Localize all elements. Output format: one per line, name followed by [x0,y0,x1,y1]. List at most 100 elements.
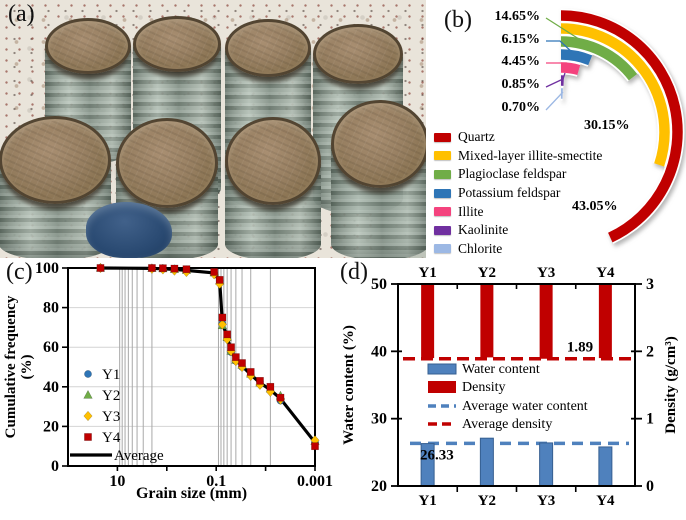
leader-line-kaolinite [545,72,566,88]
legend-label: Potassium feldspar [458,185,561,201]
data-point-y4 [159,264,167,273]
data-point-y4 [170,264,179,273]
y-tick-label: 80 [43,300,59,317]
soil-top-surface [116,118,218,208]
legend-label: Kaolinite [458,222,509,238]
legend-label: Plagioclase feldspar [458,166,567,182]
legend-swatch [434,244,451,254]
left-tick-label: 40 [371,343,387,360]
soil-top-surface [331,100,426,188]
plot-border [67,267,316,467]
average-water-content-value: 26.33 [420,447,454,463]
y-tick-label: 0 [51,458,59,475]
top-category-label-y2: Y2 [478,265,496,281]
data-point-y4 [223,330,232,339]
data-point-y4 [148,264,156,272]
panel-c-grain-size-chart: (c) 10 0.1 0.001 0 20 40 60 80 100 Y1 Y2 Y3 Y4 Averag… [0,258,340,520]
x-tick-label: 0.001 [297,473,333,490]
x-tick-label: 0.1 [206,473,226,490]
legend-swatch-density [428,381,456,393]
y-tick-label: 20 [43,418,59,435]
bar-water-content-y3 [539,442,554,487]
legend-item-chlorite: Chlorite [434,240,602,259]
legend-label-density: Density [462,380,506,395]
data-point-y4 [218,313,227,322]
right-tick-label: 2 [646,343,654,360]
top-category-label-y3: Y3 [537,265,555,281]
legend-swatch [434,207,451,217]
left-axis-title-text: Water content (%) [341,325,357,445]
legend-label: Chlorite [458,240,503,256]
soil-sample-cylinder [45,18,131,164]
value-label-mixed-layer-illite-smectite: 30.15% [584,118,630,133]
y-axis-title-text: Cumulative frequency(%) [3,295,35,438]
arc-potassium-feldspar [560,49,593,66]
data-point-y4 [232,353,240,361]
y-tick-label: 40 [43,379,59,396]
x-tick-label: 10 [109,473,125,490]
data-point-y4 [238,359,246,367]
legend-marker-y2 [83,389,93,399]
legend-item-kaolinite: Kaolinite [434,221,602,240]
value-label-quartz: 43.05% [572,199,618,214]
data-point-y4 [210,268,219,276]
soil-sample-cylinder [225,117,321,258]
right-tick-label: 1 [646,411,654,428]
panel-b-mineral-composition-chart: (b) 14.65% 6.15% 4.45% 0.85% 0.70% 30.15% 43.0… [426,0,686,258]
arc-mixed-layer-illite-smectite [560,23,670,167]
grain-size-distribution-chart: 10 0.1 0.001 0 20 40 60 80 100 Y1 Y2 Y3 Y4 Average Gra… [3,260,333,502]
soil-top-surface [313,24,403,84]
value-label-illite: 4.45% [501,54,541,69]
data-point-y4 [96,264,105,272]
water-content-density-chart: Y1 Y1 Y2 Y2 Y3 Y3 Y4 Y4 20 30 40 50 0 1 2 3 26.33 1.89 Wat… [341,265,679,509]
panel-label-c: (c) [6,259,33,285]
legend-item-mixed-layer-illite-smectite: Mixed-layer illite-smectite [434,147,602,166]
average-density-value: 1.89 [567,340,593,356]
data-point-y4 [276,393,285,402]
data-point-y4 [311,442,319,451]
arc-quartz [560,10,683,243]
soil-top-surface [133,16,221,72]
right-tick-label: 0 [646,478,654,495]
legend-label-y1: Y1 [102,367,120,383]
top-category-label-y1: Y1 [418,265,436,281]
mineral-ring-chart [545,8,685,244]
legend-label-average-density: Average density [462,417,552,432]
top-category-label-y4: Y4 [596,265,615,281]
soil-top-surface [45,18,131,74]
legend-label-y2: Y2 [102,388,120,404]
legend-label: Quartz [458,129,495,145]
right-axis-title: Density (g/cm³) [663,336,679,433]
legend-marker-y3 [83,410,93,422]
legend-swatch [434,188,451,198]
y-axis-title-line2: (%) [19,355,35,380]
data-point-y4 [215,276,224,284]
soil-top-surface [225,117,321,205]
leader-line-plagioclase-feldspar [545,17,630,72]
soil-top-surface [0,116,111,204]
panel-d-water-density-chart: (d) Y1 Y1 Y2 Y2 Y3 Y3 Y4 Y4 20 30 40 50 0 1 2 3 26.33 1.8… [340,258,686,520]
arc-illite [560,62,581,76]
bar-water-content-y4 [598,446,613,487]
value-label-plagioclase-feldspar: 14.65% [494,9,541,24]
bar-density-y3 [539,284,553,359]
value-label-chlorite: 0.70% [501,100,541,115]
left-tick-label: 20 [371,478,387,495]
legend-label: Mixed-layer illite-smectite [458,147,603,163]
bar-density-y2 [480,284,494,358]
bottom-category-label-y2: Y2 [478,493,496,509]
legend-swatch [434,169,451,179]
right-axis-title-text: Density (g/cm³) [663,336,679,433]
bottom-category-label-y3: Y3 [537,493,555,509]
panel-label-d: (d) [340,259,368,285]
x-axis-title: Grain size (mm) [136,485,247,502]
y-axis-title-line1: Cumulative frequency [3,295,19,438]
legend-label-water-content: Water content [462,362,540,377]
legend-label-y4: Y4 [102,430,121,446]
right-tick-label: 3 [646,276,654,293]
panel-label-b: (b) [444,7,472,33]
legend-item-potassium-feldspar: Potassium feldspar [434,184,602,203]
legend-marker-y4 [84,433,92,441]
bar-water-content-y2 [479,437,494,487]
